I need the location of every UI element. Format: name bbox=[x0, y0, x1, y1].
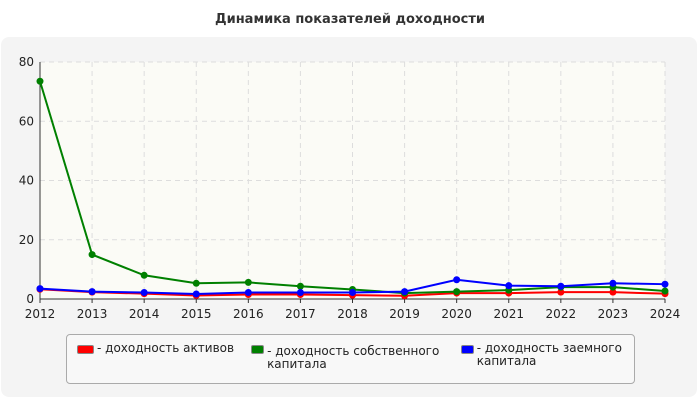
data-point bbox=[88, 288, 96, 296]
legend-label: - доходность заемного капитала bbox=[476, 341, 622, 368]
data-point bbox=[661, 287, 669, 295]
x-tick-label: 2019 bbox=[389, 307, 420, 321]
data-point bbox=[192, 290, 200, 298]
legend-label: - доходность собственного капитала bbox=[267, 344, 440, 371]
data-point bbox=[140, 288, 148, 296]
legend-swatch bbox=[251, 345, 265, 354]
x-tick-label: 2022 bbox=[546, 307, 577, 321]
data-point bbox=[36, 77, 44, 85]
y-tick-label: 20 bbox=[19, 233, 34, 247]
x-tick-label: 2021 bbox=[493, 307, 524, 321]
data-point bbox=[349, 288, 356, 296]
data-point bbox=[557, 288, 565, 296]
data-point bbox=[140, 271, 148, 279]
y-tick-label: 40 bbox=[19, 174, 34, 188]
y-tick-label: 0 bbox=[26, 292, 34, 306]
x-tick-label: 2015 bbox=[181, 307, 212, 321]
data-point bbox=[505, 282, 513, 290]
data-point bbox=[453, 276, 461, 284]
data-point bbox=[661, 280, 669, 288]
data-point bbox=[401, 288, 409, 296]
data-point bbox=[36, 285, 44, 293]
x-tick-label: 2012 bbox=[25, 307, 56, 321]
y-tick-label: 80 bbox=[19, 55, 34, 69]
x-tick-label: 2023 bbox=[598, 307, 629, 321]
data-point bbox=[244, 288, 252, 296]
data-point bbox=[296, 282, 304, 290]
x-tick-label: 2024 bbox=[650, 307, 681, 321]
data-point bbox=[296, 288, 304, 296]
x-tick-label: 2018 bbox=[337, 307, 368, 321]
x-tick-label: 2016 bbox=[233, 307, 264, 321]
legend-label: - доходность активов bbox=[97, 341, 235, 355]
x-tick-label: 2020 bbox=[441, 307, 472, 321]
x-tick-label: 2013 bbox=[77, 307, 108, 321]
data-point bbox=[244, 278, 252, 286]
legend-swatch bbox=[77, 345, 94, 354]
legend-item-equity[interactable]: - доходность собственного капитала bbox=[251, 342, 441, 371]
chart-title: Динамика показателей доходности bbox=[215, 12, 485, 27]
legend-item-debt[interactable]: - доходность заемного капитала bbox=[461, 342, 626, 368]
x-tick-label: 2017 bbox=[285, 307, 316, 321]
data-point bbox=[88, 251, 96, 259]
y-tick-label: 60 bbox=[19, 114, 34, 128]
data-point bbox=[609, 288, 617, 296]
data-point bbox=[557, 282, 565, 290]
data-point bbox=[609, 279, 617, 287]
legend: - доходность активов - доходность собств… bbox=[66, 334, 635, 384]
x-tick-label: 2014 bbox=[129, 307, 160, 321]
data-point bbox=[192, 279, 200, 287]
legend-swatch bbox=[461, 345, 474, 354]
legend-item-assets[interactable]: - доходность активов bbox=[77, 342, 247, 355]
data-point bbox=[453, 288, 461, 296]
